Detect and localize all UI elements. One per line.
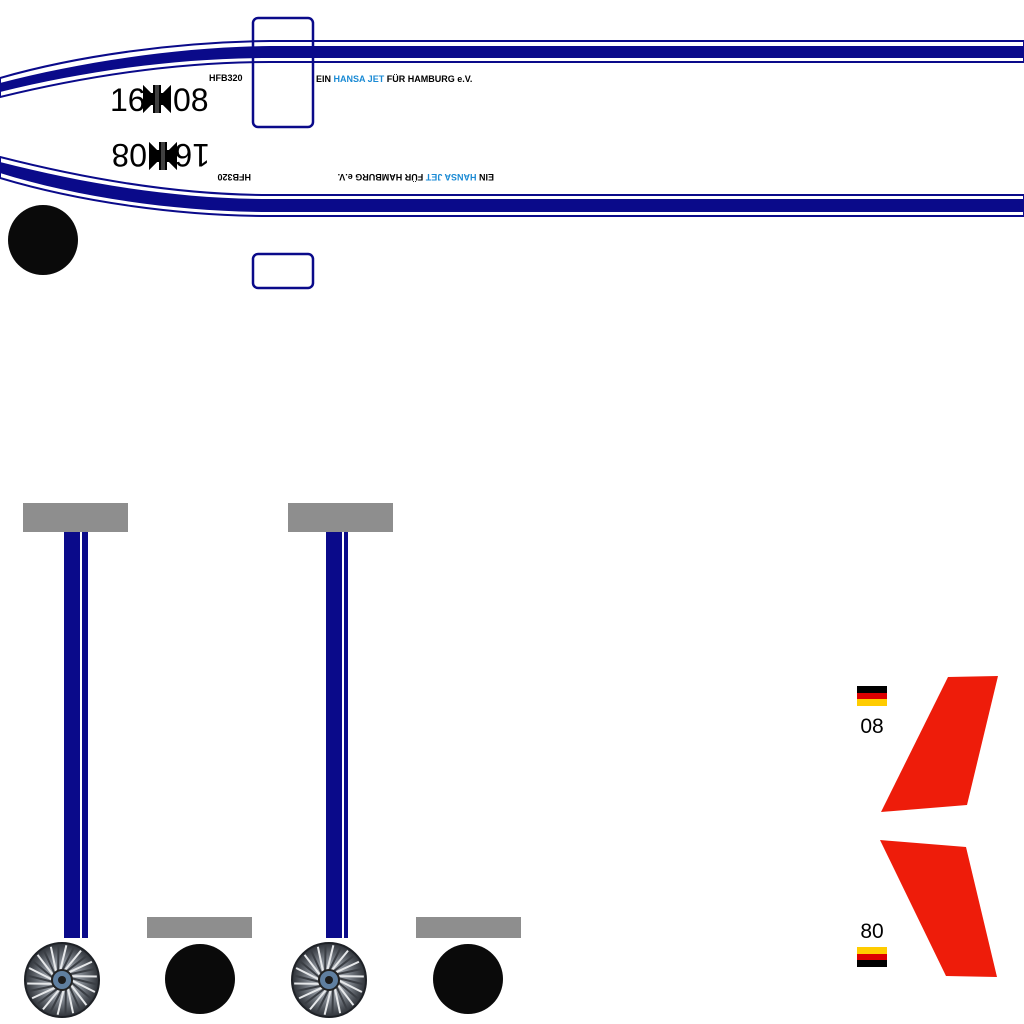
wheel-hub-icon — [24, 942, 100, 1018]
slogan-top: EIN HANSA JET FÜR HAMBURG e.V. — [316, 74, 472, 84]
slogan-bottom-suffix: FÜR HAMBURG e.V. — [338, 172, 426, 182]
radome-disc — [8, 205, 78, 275]
balkenkreuz-icon — [143, 85, 171, 113]
fin-lower-red — [880, 840, 997, 977]
slogan-bottom: EIN HANSA JET FÜR HAMBURG e.V. — [338, 172, 494, 182]
slogan-top-prefix: EIN — [316, 74, 334, 84]
fin-number-upper: 08 — [860, 715, 883, 738]
gear-strut-right — [288, 503, 393, 938]
wheel-black-left — [165, 944, 235, 1014]
serial-bottom-right: 08 — [111, 137, 147, 173]
german-flag-icon — [857, 947, 887, 967]
slogan-top-highlight: HANSA JET — [334, 74, 385, 84]
wheel-hub-icon — [291, 942, 367, 1018]
serial-top-right: 08 — [173, 82, 209, 118]
slogan-top-suffix: FÜR HAMBURG e.V. — [384, 74, 472, 84]
fuselage-bottom-stripe — [0, 155, 1024, 217]
slogan-bottom-highlight: HANSA JET — [425, 172, 476, 182]
serial-top: 16 08 — [110, 82, 209, 118]
gear-strut-left — [23, 503, 128, 938]
fin-upper-red — [881, 676, 998, 812]
slogan-bottom-prefix: EIN — [476, 172, 494, 182]
serial-bottom-left: 16 — [174, 137, 210, 173]
gear-cap-right — [416, 917, 521, 938]
balkenkreuz-icon — [149, 142, 177, 170]
serial-top-left: 16 — [110, 82, 146, 118]
fin-number-lower: 80 — [860, 920, 883, 943]
fuselage-top-stripe — [0, 40, 1024, 99]
german-flag-icon — [857, 686, 887, 706]
hatch-outline — [251, 252, 315, 290]
gear-cap-left — [147, 917, 252, 938]
serial-bottom: 16 08 — [111, 137, 210, 173]
model-bottom: HFB320 — [217, 172, 251, 182]
door-outline — [251, 16, 315, 129]
wheel-black-right — [433, 944, 503, 1014]
model-top: HFB320 — [209, 73, 243, 83]
